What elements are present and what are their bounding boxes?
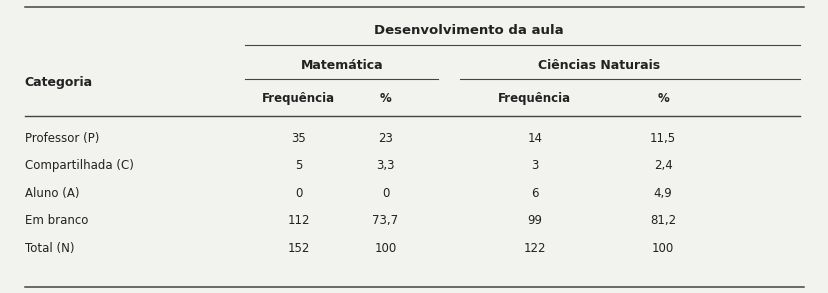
Text: 3,3: 3,3 [376,159,394,172]
Text: 23: 23 [378,132,392,145]
Text: 100: 100 [652,242,673,255]
Text: Em branco: Em branco [25,214,88,227]
Text: 3: 3 [531,159,537,172]
Text: 152: 152 [287,242,309,255]
Text: 2,4: 2,4 [653,159,672,172]
Text: Aluno (A): Aluno (A) [25,187,79,200]
Text: 0: 0 [382,187,388,200]
Text: 0: 0 [295,187,301,200]
Text: 122: 122 [522,242,546,255]
Text: 6: 6 [530,187,538,200]
Text: Total (N): Total (N) [25,242,75,255]
Text: 4,9: 4,9 [653,187,672,200]
Text: 112: 112 [286,214,310,227]
Text: %: % [379,92,391,105]
Text: Categoria: Categoria [25,76,93,88]
Text: 100: 100 [374,242,396,255]
Text: Matemática: Matemática [301,59,383,72]
Text: 81,2: 81,2 [649,214,676,227]
Text: 11,5: 11,5 [649,132,676,145]
Text: 5: 5 [295,159,301,172]
Text: 14: 14 [527,132,542,145]
Text: Desenvolvimento da aula: Desenvolvimento da aula [373,24,562,37]
Text: Frequência: Frequência [498,92,570,105]
Text: %: % [657,92,668,105]
Text: Ciências Naturais: Ciências Naturais [537,59,660,72]
Text: 35: 35 [291,132,306,145]
Text: Compartilhada (C): Compartilhada (C) [25,159,133,172]
Text: Professor (P): Professor (P) [25,132,99,145]
Text: 73,7: 73,7 [372,214,398,227]
Text: 99: 99 [527,214,542,227]
Text: Frequência: Frequência [262,92,335,105]
